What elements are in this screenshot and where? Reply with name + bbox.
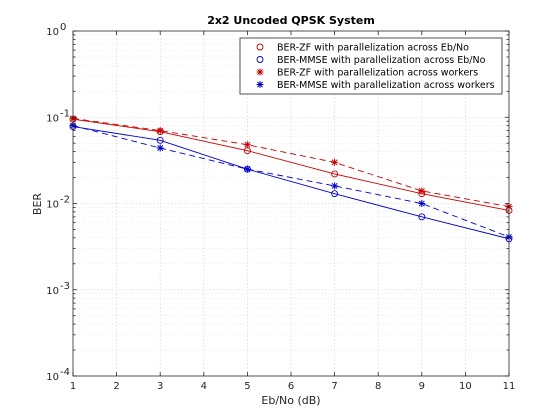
chart-title: 2x2 Uncoded QPSK System <box>207 14 375 27</box>
legend: BER-ZF with parallelization across Eb/No… <box>239 37 503 95</box>
legend-label: BER-MMSE with parallelization across wor… <box>277 80 495 91</box>
series-line <box>72 118 510 211</box>
star-stroke <box>244 141 251 148</box>
y-tick-exponent: -2 <box>60 195 70 206</box>
star-stroke <box>257 69 263 75</box>
series-4 <box>69 122 513 241</box>
y-axis-label: BER <box>31 193 44 215</box>
star-stroke <box>331 182 338 189</box>
y-tick-exponent: -1 <box>60 108 70 119</box>
data-point <box>156 144 164 152</box>
x-tick-label: 5 <box>244 381 250 392</box>
star-stroke <box>418 187 425 194</box>
star-stroke <box>331 159 338 166</box>
y-tick-exponent: -3 <box>60 281 70 292</box>
y-tick-label: 10 <box>46 372 59 383</box>
x-tick-label: 4 <box>201 381 207 392</box>
y-tick-exponent: -4 <box>60 367 70 378</box>
data-point <box>331 182 339 190</box>
legend-entry: BER-MMSE with parallelization across wor… <box>256 80 495 91</box>
x-tick-label: 2 <box>113 381 119 392</box>
y-tick-label: 10 <box>46 200 59 211</box>
data-point <box>243 141 251 149</box>
series-line <box>72 126 510 240</box>
series-line <box>72 125 510 238</box>
star-stroke <box>418 200 425 207</box>
x-tick-label: 8 <box>375 381 381 392</box>
data-point <box>256 56 264 63</box>
star-stroke <box>157 127 164 134</box>
legend-label: BER-MMSE with parallelization across Eb/… <box>277 55 486 66</box>
data-point <box>331 190 339 198</box>
legend-entry: BER-ZF with parallelization across worke… <box>256 68 478 79</box>
data-point <box>256 68 264 76</box>
data-point <box>418 213 426 221</box>
x-tick-label: 10 <box>459 381 472 392</box>
y-tick-label: 10 <box>46 286 59 297</box>
x-axis-label: Eb/No (dB) <box>261 394 320 407</box>
star-stroke <box>244 166 251 173</box>
legend-box <box>239 37 503 95</box>
y-tick-exponent: 0 <box>60 22 66 33</box>
data-point <box>418 187 426 195</box>
x-tick-label: 11 <box>503 381 516 392</box>
x-tick-label: 1 <box>70 381 76 392</box>
y-tick-label: 10 <box>46 113 59 124</box>
series-line <box>72 117 510 208</box>
legend-entry: BER-MMSE with parallelization across Eb/… <box>256 55 486 66</box>
x-tick-label: 9 <box>419 381 425 392</box>
data-point <box>256 81 264 88</box>
data-point <box>156 127 164 135</box>
legend-label: BER-ZF with parallelization across worke… <box>277 68 478 79</box>
star-stroke <box>157 145 164 151</box>
x-tick-label: 7 <box>331 381 337 392</box>
data-point <box>243 165 251 173</box>
y-tick-label: 10 <box>46 27 59 38</box>
data-point <box>331 158 339 166</box>
data-point <box>331 170 339 178</box>
x-tick-label: 3 <box>157 381 163 392</box>
star-stroke <box>257 81 263 88</box>
legend-label: BER-ZF with parallelization across Eb/No <box>277 43 469 54</box>
legend-entry: BER-ZF with parallelization across Eb/No <box>256 43 469 54</box>
data-point <box>256 43 264 51</box>
data-point <box>418 200 426 207</box>
x-tick-label: 6 <box>288 381 294 392</box>
data-point <box>156 136 164 144</box>
